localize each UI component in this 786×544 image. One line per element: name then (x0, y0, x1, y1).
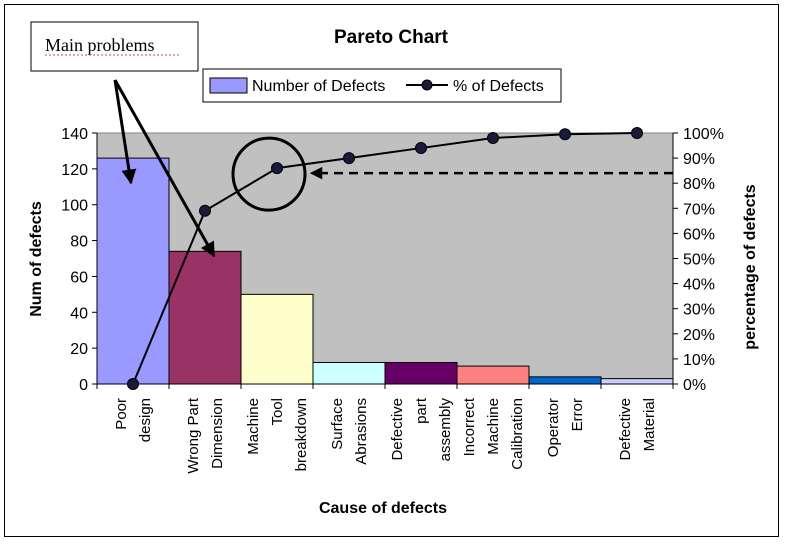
category-label-line: Defective (617, 398, 634, 461)
category-label-line: breakdown (293, 398, 310, 471)
legend-label-line: % of Defects (453, 78, 544, 95)
category-label-line: Dimension (209, 398, 226, 469)
bar-6 (456, 365, 530, 385)
bar-1 (96, 157, 170, 385)
category-label-line: Wrong Part (185, 397, 202, 473)
legend-box (202, 68, 562, 103)
category-label-2: Wrong Part Dimension (185, 397, 226, 473)
x-axis-label: Cause of defects (319, 500, 447, 517)
category-label-6: Incorrect Machine Calibration (461, 397, 526, 470)
category-label-line: Poor (113, 398, 130, 430)
category-label-line: Error (569, 398, 586, 431)
category-label-line: Tool (269, 398, 286, 426)
category-label-line: Machine (485, 398, 502, 455)
y2-tick-label: 50% (683, 252, 715, 269)
category-label-line: Operator (545, 398, 562, 457)
category-label-line: Defective (389, 398, 406, 461)
category-label-line: Incorrect (461, 397, 478, 456)
chart-frame: Pareto Chart Number of Defects % of Defe… (4, 4, 779, 537)
y2-tick-label: 100% (683, 126, 724, 143)
category-label-line: assembly (437, 398, 454, 462)
percent-point-7 (559, 128, 571, 141)
y-tick-label: 60 (70, 269, 88, 286)
y2-tick-label: 40% (683, 277, 715, 294)
y2-axis-label: percentage of defects (742, 184, 759, 349)
percent-point-3 (271, 162, 283, 175)
percent-line (132, 132, 638, 385)
percent-point-2 (199, 204, 211, 217)
y2-tick-label: 90% (683, 151, 715, 168)
legend: Number of Defects % of Defects (202, 68, 562, 103)
y2-tick-label: 0% (683, 377, 706, 394)
category-label-8: Defective Material (617, 398, 658, 461)
y2-tick-label: 30% (683, 302, 715, 319)
pareto-chart: Pareto Chart Number of Defects % of Defe… (28, 21, 759, 517)
category-label-line: design (137, 398, 154, 442)
legend-label-bars: Number of Defects (252, 78, 385, 95)
y-axis-label: Num of defects (28, 201, 45, 317)
bar-4 (312, 361, 386, 385)
category-label-line: part (413, 397, 430, 424)
y-tick-label: 0 (79, 377, 88, 394)
y2-tick-label: 70% (683, 201, 715, 218)
highlight-circle (231, 136, 307, 212)
category-label-line: Abrasions (353, 398, 370, 465)
category-label-line: Material (641, 398, 658, 451)
bar-5 (384, 361, 458, 385)
category-label-4: Surface Abrasions (329, 398, 370, 465)
y-tick-label: 100 (61, 198, 88, 215)
callout-arrow-to-first-bar (113, 79, 137, 185)
bar-8 (600, 378, 674, 385)
y-tick-label: 140 (61, 126, 88, 143)
y2-tick-label: 60% (683, 226, 715, 243)
bar-7 (528, 376, 602, 385)
category-label-3: Machine Tool breakdown (245, 398, 310, 471)
callout-arrow-to-second-bar (113, 79, 216, 258)
chart-title: Pareto Chart (334, 27, 449, 48)
callout-annotation: Main problems (30, 21, 216, 258)
y2-tick-label: 80% (683, 176, 715, 193)
percent-point-1 (127, 378, 139, 390)
percent-point-5 (415, 142, 427, 155)
percent-point-6 (487, 132, 499, 145)
callout-box (30, 21, 199, 72)
category-label-line: Calibration (509, 398, 526, 470)
y-tick-label: 120 (61, 162, 88, 179)
percent-point-8 (631, 127, 643, 139)
category-label-line: Surface (329, 398, 346, 450)
category-label-1: Poor design (113, 398, 154, 442)
category-label-line: Machine (245, 398, 262, 455)
category-label-5: Defective part assembly (389, 397, 454, 461)
y-tick-label: 20 (70, 341, 88, 358)
legend-swatch-bars (209, 77, 248, 94)
callout-text: Main problems (45, 35, 155, 55)
bar-3 (240, 293, 314, 385)
y-tick-label: 40 (70, 305, 88, 322)
percent-point-4 (343, 152, 355, 165)
y2-tick-label: 10% (683, 352, 715, 369)
category-label-7: Operator Error (545, 398, 586, 457)
y2-tick-label: 20% (683, 327, 715, 344)
legend-line-marker (421, 79, 433, 91)
y-tick-label: 80 (70, 234, 88, 251)
